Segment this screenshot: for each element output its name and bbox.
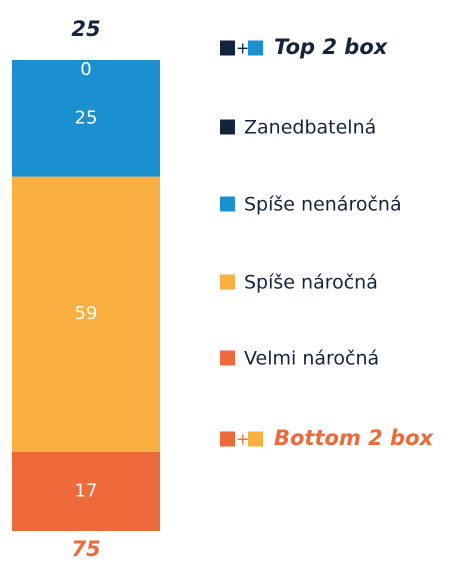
legend-swatch (220, 196, 235, 212)
data-label: 0 (80, 59, 91, 80)
legend-swatch (220, 274, 235, 290)
bar-segment (12, 451, 160, 531)
legend-label: Spíše náročná (244, 272, 378, 294)
legend-swatch (220, 350, 235, 366)
legend-label: Velmi náročná (244, 348, 379, 370)
legend-swatch (220, 40, 235, 56)
legend-swatch (248, 40, 263, 56)
top-box-value: 25 (71, 17, 100, 41)
legend-bottom-box: Bottom 2 box (274, 426, 435, 450)
data-label: 25 (75, 107, 98, 128)
data-label: 17 (75, 480, 98, 501)
legend-top-box: Top 2 box (274, 35, 389, 59)
legend-plus: + (236, 430, 249, 449)
bar-segment (12, 60, 160, 177)
legend-label: Spíše nenáročná (244, 194, 402, 216)
bar-segment (12, 176, 160, 452)
legend-plus: + (236, 39, 249, 58)
bottom-box-value: 75 (71, 537, 100, 561)
legend-swatch (220, 119, 235, 135)
legend-label: Zanedbatelná (244, 117, 376, 139)
legend-swatch (220, 431, 235, 447)
legend-swatch (248, 431, 263, 447)
data-label: 59 (75, 303, 98, 324)
